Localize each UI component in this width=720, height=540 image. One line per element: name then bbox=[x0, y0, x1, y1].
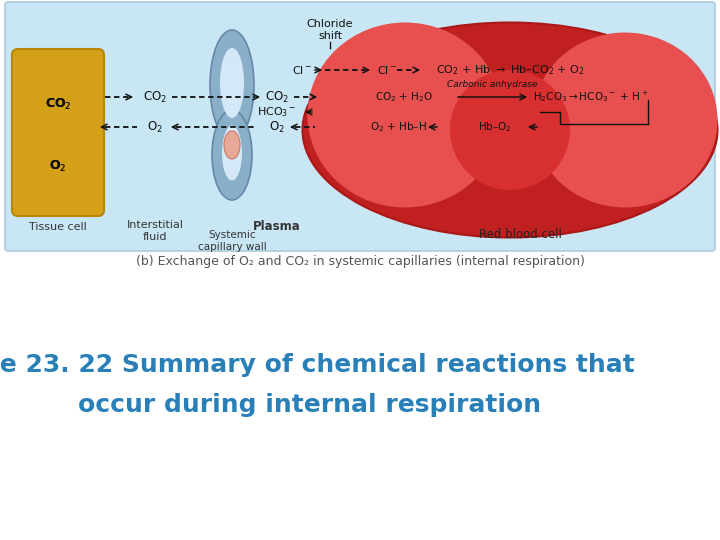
FancyBboxPatch shape bbox=[12, 49, 104, 216]
Text: Cl$^-$: Cl$^-$ bbox=[292, 64, 312, 76]
Text: CO$_2$ + Hb $\rightarrow$ Hb–CO$_2$ + O$_2$: CO$_2$ + Hb $\rightarrow$ Hb–CO$_2$ + O$… bbox=[436, 63, 585, 77]
Text: Red blood cell: Red blood cell bbox=[479, 228, 562, 241]
Text: Tissue cell: Tissue cell bbox=[29, 222, 87, 232]
Text: Cl$^-$: Cl$^-$ bbox=[377, 64, 397, 76]
Text: CO$_2$ + H$_2$O: CO$_2$ + H$_2$O bbox=[375, 90, 433, 104]
Text: HCO$_3$$^-$: HCO$_3$$^-$ bbox=[257, 105, 297, 119]
Text: CO$_2$: CO$_2$ bbox=[45, 97, 71, 112]
Text: O$_2$: O$_2$ bbox=[50, 159, 67, 174]
Text: CO$_2$: CO$_2$ bbox=[265, 90, 289, 105]
Text: Hb–O$_2$: Hb–O$_2$ bbox=[478, 120, 512, 134]
Text: H$_2$CO$_3$$\rightarrow$HCO$_3$$^-$ + H$^+$: H$_2$CO$_3$$\rightarrow$HCO$_3$$^-$ + H$… bbox=[533, 90, 649, 104]
Ellipse shape bbox=[302, 23, 718, 238]
Text: O$_2$: O$_2$ bbox=[50, 159, 67, 174]
Ellipse shape bbox=[224, 131, 240, 159]
Text: occur during internal respiration: occur during internal respiration bbox=[78, 393, 541, 417]
Text: Carbonic anhydrase: Carbonic anhydrase bbox=[446, 80, 537, 89]
Ellipse shape bbox=[210, 30, 254, 140]
FancyBboxPatch shape bbox=[5, 2, 715, 251]
Text: O$_2$: O$_2$ bbox=[147, 119, 163, 134]
Text: (b) Exchange of O₂ and CO₂ in systemic capillaries (internal respiration): (b) Exchange of O₂ and CO₂ in systemic c… bbox=[135, 255, 585, 268]
Text: CO$_2$: CO$_2$ bbox=[143, 90, 167, 105]
Text: Systemic
capillary wall: Systemic capillary wall bbox=[197, 230, 266, 252]
Ellipse shape bbox=[307, 23, 503, 207]
Ellipse shape bbox=[212, 110, 252, 200]
Text: CO$_2$: CO$_2$ bbox=[45, 97, 71, 112]
Text: Chloride
shift: Chloride shift bbox=[307, 19, 354, 41]
Text: Interstitial
fluid: Interstitial fluid bbox=[127, 220, 184, 241]
Ellipse shape bbox=[450, 70, 570, 190]
Text: Plasma: Plasma bbox=[253, 220, 301, 233]
Text: Figure 23. 22 Summary of chemical reactions that: Figure 23. 22 Summary of chemical reacti… bbox=[0, 353, 634, 377]
Ellipse shape bbox=[222, 125, 242, 180]
Text: O$_2$ + Hb–H: O$_2$ + Hb–H bbox=[370, 120, 427, 134]
Ellipse shape bbox=[533, 32, 718, 207]
Ellipse shape bbox=[220, 48, 244, 118]
Text: O$_2$: O$_2$ bbox=[269, 119, 285, 134]
